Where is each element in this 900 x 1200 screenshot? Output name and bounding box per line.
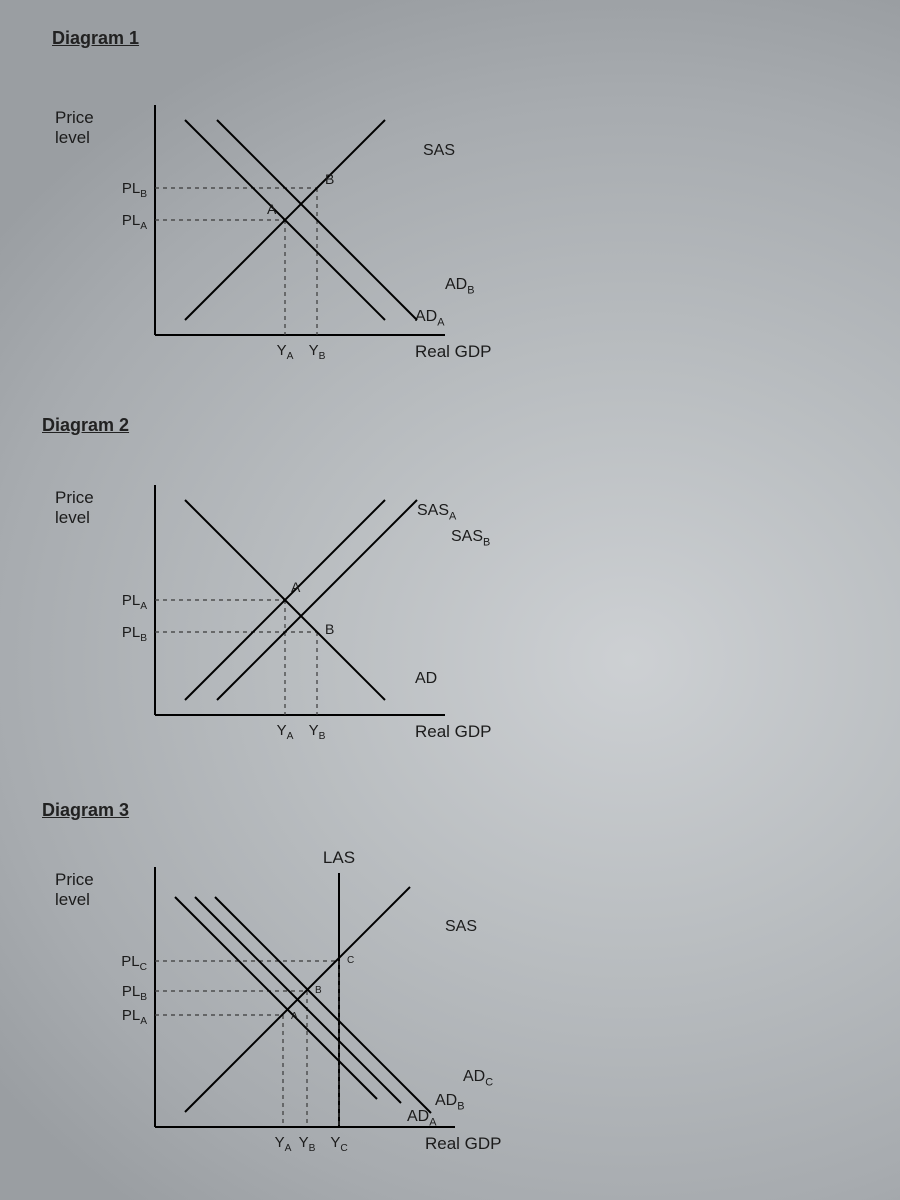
- d2-ytitle-1: level: [55, 508, 90, 527]
- d3-point-C: C: [347, 955, 354, 966]
- d1-curve-label-SAS: SAS: [423, 142, 455, 159]
- d3-curve-label-AD_A: ADA: [407, 1108, 437, 1128]
- d3-curve-AD_A: [175, 897, 377, 1099]
- d3-las-label: LAS: [323, 848, 355, 867]
- d2-guides: [155, 600, 317, 715]
- d2-ytitle-0: Price: [55, 488, 94, 507]
- d1-chart: Pricelevel SAS ADAADB A B PLB PLA YA YB Real GDP: [40, 70, 520, 390]
- d1-curve-label-AD_B: ADB: [445, 276, 475, 296]
- d3-chart: Pricelevel LAS SAS ADAADB ADC A B C PLC PLB PLA YA Y…: [40, 832, 540, 1182]
- d3-ytitle-0: Price: [55, 870, 94, 889]
- d3-curve-label-AD_B: ADB: [435, 1092, 465, 1112]
- d2-curve-label-AD: AD: [415, 670, 437, 687]
- d2-heading: Diagram 2: [42, 415, 129, 436]
- d3-xtick-Y_B: YB: [299, 1134, 316, 1154]
- d2-curve-label-SAS_B: SASB: [451, 528, 490, 548]
- d2-xtick-Y_B: YB: [309, 722, 326, 742]
- d2-ytick-PL_B: PLB: [122, 624, 147, 644]
- d2-xtitle: Real GDP: [415, 722, 492, 741]
- d1-ytick-PL_A: PLA: [122, 212, 147, 232]
- d1-ytitle-0: Price: [55, 108, 94, 127]
- d3-curve-label-SAS: SAS: [445, 918, 477, 935]
- d2-ytick-PL_A: PLA: [122, 592, 147, 612]
- d3-curve-AD_C: [215, 897, 431, 1113]
- d3-xtitle: Real GDP: [425, 1134, 502, 1153]
- d3-heading: Diagram 3: [42, 800, 129, 821]
- d1-ytitle-1: level: [55, 128, 90, 147]
- d3-xtick-Y_C: YC: [330, 1134, 347, 1154]
- d1-point-A: A: [267, 201, 277, 217]
- d3-ytitle-1: level: [55, 890, 90, 909]
- d1-xtick-Y_A: YA: [277, 342, 294, 362]
- d1-heading: Diagram 1: [52, 28, 139, 49]
- d1-guides: [155, 188, 317, 335]
- d3-ytick-PL_C: PLC: [121, 953, 147, 973]
- d2-chart: Pricelevel SASA SASB AD A B PLA PLB YA YB Real GDP: [40, 450, 520, 770]
- d3-curve-label-AD_C: ADC: [463, 1068, 493, 1088]
- d1-xtick-Y_B: YB: [309, 342, 326, 362]
- d1-point-B: B: [325, 171, 334, 187]
- d3-point-A: A: [291, 1011, 298, 1022]
- d2-point-B: B: [325, 621, 334, 637]
- d1-ytick-PL_B: PLB: [122, 180, 147, 200]
- d1-xtitle: Real GDP: [415, 342, 492, 361]
- d2-curve-label-SAS_A: SASA: [417, 502, 457, 522]
- d3-ytick-PL_B: PLB: [122, 983, 147, 1003]
- d3-point-B: B: [315, 985, 322, 996]
- d3-xtick-Y_A: YA: [275, 1134, 292, 1154]
- d1-curve-label-AD_A: ADA: [415, 308, 445, 328]
- d3-ytick-PL_A: PLA: [122, 1007, 147, 1027]
- d2-xtick-Y_A: YA: [277, 722, 294, 742]
- d2-point-A: A: [291, 579, 301, 595]
